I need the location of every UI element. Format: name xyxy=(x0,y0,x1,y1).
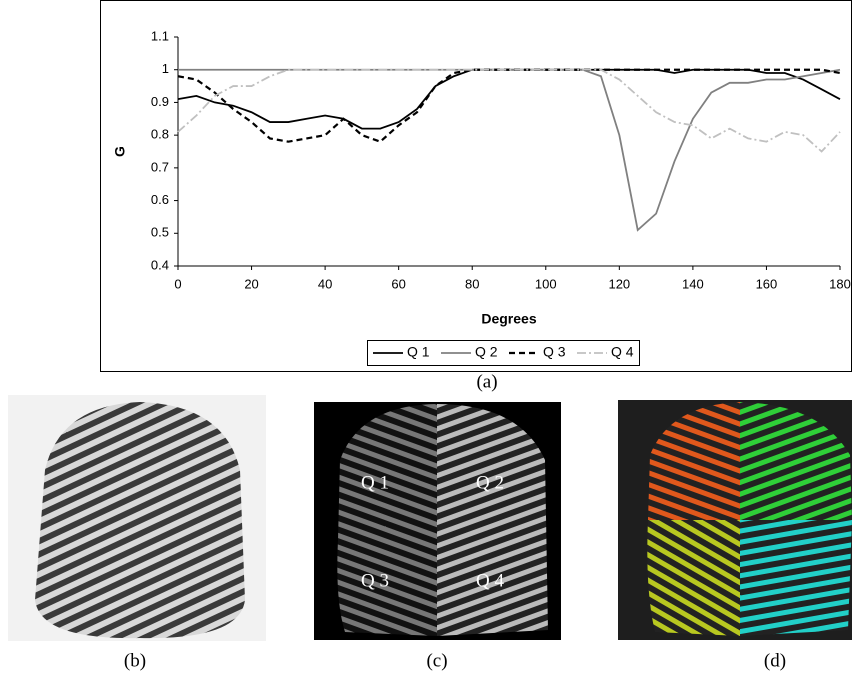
quadrant-label: Q 1 xyxy=(361,472,389,493)
y-tick-label: 1.1 xyxy=(151,28,169,43)
x-tick-label: 180 xyxy=(829,276,851,291)
y-tick-label: 0.7 xyxy=(151,159,169,174)
x-tick-label: 40 xyxy=(318,276,332,291)
fingerprint xyxy=(337,404,437,636)
series-line xyxy=(177,68,841,143)
legend-label: Q 2 xyxy=(475,344,498,360)
quadrant-label: Q 2 xyxy=(476,472,504,493)
y-tick-label: 0.8 xyxy=(151,127,169,142)
legend-label: Q 3 xyxy=(543,344,566,360)
fingerprint xyxy=(648,402,740,520)
y-tick-label: 0.6 xyxy=(151,192,169,207)
caption: (b) xyxy=(124,650,146,671)
quadrant-label: Q 3 xyxy=(361,570,389,591)
y-tick-label: 1 xyxy=(162,61,169,76)
caption: (d) xyxy=(764,650,786,671)
x-tick-label: 60 xyxy=(391,276,405,291)
fingerprint xyxy=(35,402,245,639)
series-line xyxy=(177,68,841,153)
fingerprint xyxy=(740,402,852,520)
fingerprint xyxy=(740,520,852,636)
fingerprint xyxy=(647,520,740,636)
x-tick-label: 120 xyxy=(608,276,630,291)
caption: (a) xyxy=(476,371,497,392)
y-tick-label: 0.9 xyxy=(151,94,169,109)
y-axis-title: G xyxy=(112,146,128,157)
fingerprint xyxy=(437,404,548,636)
x-axis-title: Degrees xyxy=(481,311,536,327)
series-line xyxy=(177,68,841,130)
x-tick-label: 20 xyxy=(244,276,258,291)
y-tick-label: 0.5 xyxy=(151,225,169,240)
legend-label: Q 4 xyxy=(611,344,634,360)
legend-label: Q 1 xyxy=(407,344,430,360)
x-tick-label: 100 xyxy=(535,276,557,291)
x-tick-label: 160 xyxy=(756,276,778,291)
quadrant-label: Q 4 xyxy=(476,570,504,591)
x-tick-label: 80 xyxy=(465,276,479,291)
caption: (c) xyxy=(426,650,447,671)
y-tick-label: 0.4 xyxy=(151,257,169,272)
series-line xyxy=(178,68,841,232)
x-tick-label: 0 xyxy=(174,276,181,291)
chart-frame xyxy=(100,0,852,372)
x-tick-label: 140 xyxy=(682,276,704,291)
